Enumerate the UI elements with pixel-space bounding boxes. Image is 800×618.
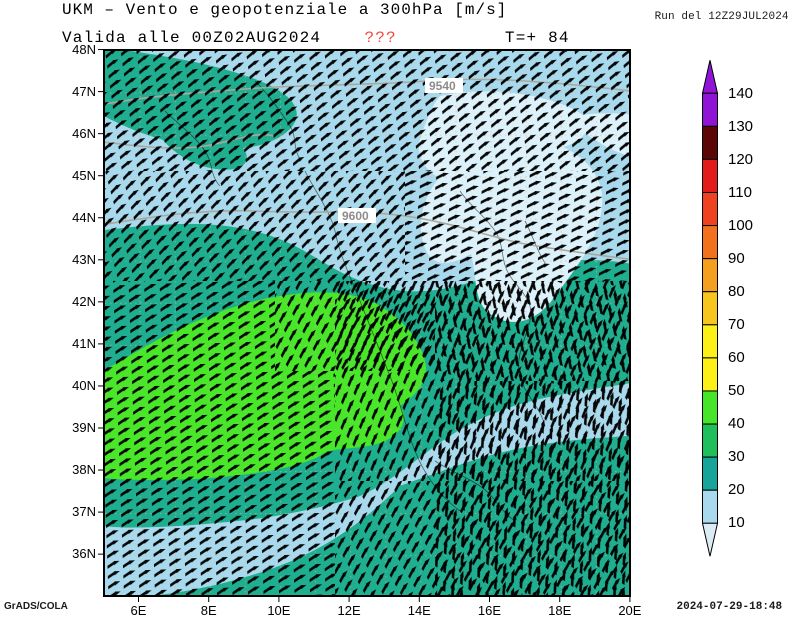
svg-text:8E: 8E [201,603,217,618]
svg-text:12E: 12E [338,603,361,618]
svg-text:47N: 47N [72,84,96,99]
svg-text:90: 90 [728,250,745,267]
svg-text:30: 30 [728,448,745,465]
svg-text:46N: 46N [72,126,96,141]
svg-text:60: 60 [728,349,745,366]
svg-text:130: 130 [728,118,753,135]
svg-text:42N: 42N [72,294,96,309]
svg-text:39N: 39N [72,420,96,435]
svg-text:44N: 44N [72,210,96,225]
svg-text:6E: 6E [131,603,147,618]
svg-text:40: 40 [728,415,745,432]
svg-text:140: 140 [728,85,753,102]
svg-text:70: 70 [728,316,745,333]
svg-text:100: 100 [728,217,753,234]
svg-text:20E: 20E [618,603,641,618]
svg-text:16E: 16E [478,603,501,618]
svg-text:41N: 41N [72,336,96,351]
svg-text:10E: 10E [267,603,290,618]
svg-text:50: 50 [728,382,745,399]
svg-text:37N: 37N [72,504,96,519]
svg-text:40N: 40N [72,378,96,393]
svg-text:10: 10 [728,514,745,531]
svg-text:110: 110 [728,184,752,201]
svg-text:80: 80 [728,283,745,300]
svg-text:20: 20 [728,481,745,498]
svg-text:36N: 36N [72,546,96,561]
svg-text:14E: 14E [408,603,431,618]
svg-text:120: 120 [728,151,753,168]
svg-text:18E: 18E [548,603,571,618]
svg-text:43N: 43N [72,252,96,267]
svg-text:38N: 38N [72,462,96,477]
svg-text:45N: 45N [72,168,96,183]
